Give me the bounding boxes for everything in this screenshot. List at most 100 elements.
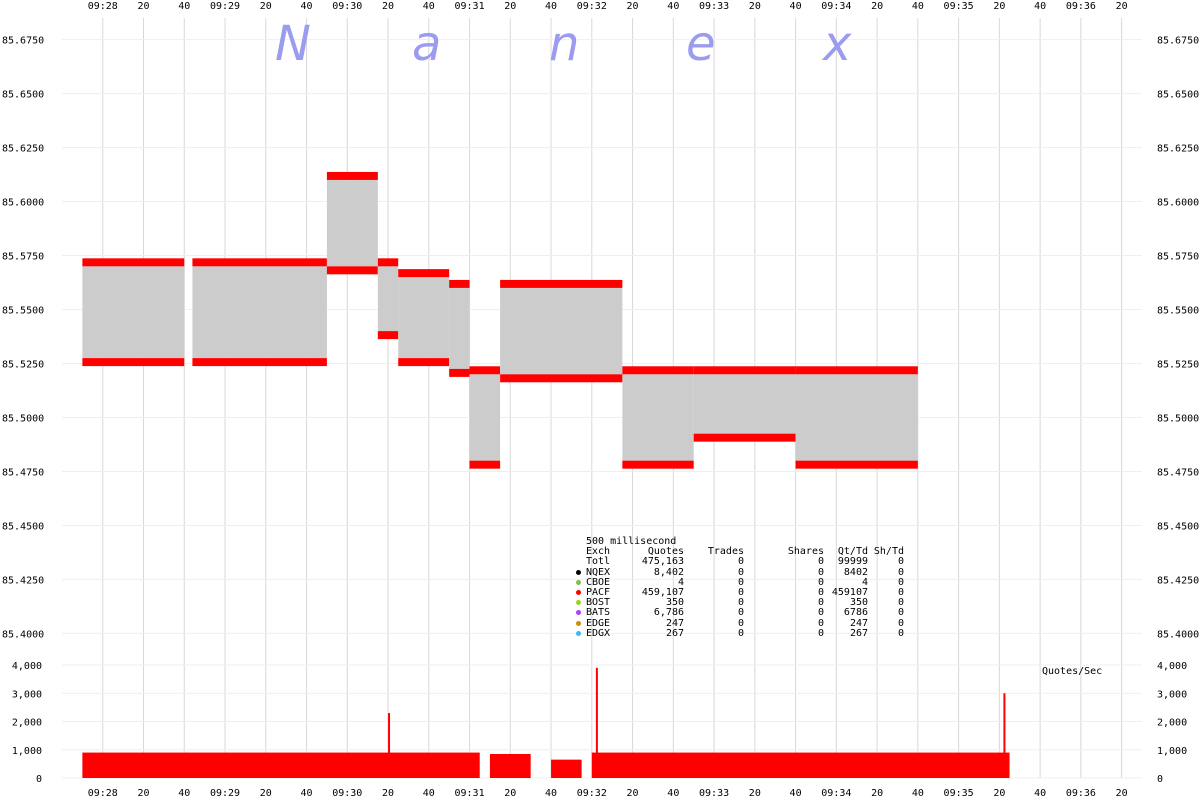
stats-cell-exch: BATS (586, 607, 611, 619)
bid-quote-band (398, 358, 450, 367)
price-tick-label-right: 85.6250 (1157, 144, 1199, 155)
time-tick-label-bottom: 09:36 (1066, 788, 1096, 799)
stats-row: EDGE 247 0 0 247 0 (576, 617, 904, 629)
bid-quote-band (192, 358, 327, 367)
time-tick-label-bottom: 09:29 (210, 788, 240, 799)
stats-cell-sh_td: 0 (897, 576, 904, 588)
stats-header: Sh/Td (873, 546, 904, 558)
ask-quote-band (449, 279, 470, 288)
watermark-letter: x (821, 16, 852, 72)
stats-cell-sh_td: 0 (897, 617, 904, 629)
rate-tick-label-left: 3,000 (12, 689, 42, 700)
time-tick-label-top: 20 (993, 1, 1005, 12)
time-tick-label-top: 20 (749, 1, 761, 12)
stats-cell-quotes: 8,402 (653, 566, 684, 578)
stats-cell-quotes: 459,107 (641, 586, 684, 598)
price-tick-label-left: 85.6250 (2, 144, 44, 155)
exchange-color-dot (576, 620, 581, 626)
bid-quote-band (693, 433, 796, 442)
price-tick-label-left: 85.6000 (2, 198, 44, 209)
ask-quote-band (494, 366, 501, 375)
bid-quote-band (377, 331, 399, 340)
stats-cell-qt_td: 247 (849, 617, 868, 629)
time-tick-label-top: 09:35 (944, 1, 974, 12)
stats-cell-shares: 0 (817, 627, 824, 639)
price-tick-label-left: 85.5250 (2, 359, 44, 370)
nbbo-spread (500, 287, 623, 375)
stats-row: Totl 475,163 0 0 99999 0 (586, 557, 904, 567)
rate-tick-label-left: 1,000 (12, 746, 42, 757)
stats-cell-shares: 0 (817, 597, 824, 609)
stats-cell-qt_td: 6786 (843, 607, 868, 619)
time-tick-label-bottom: 40 (1034, 788, 1046, 799)
time-tick-label-top: 40 (1034, 1, 1046, 12)
stats-cell-shares: 0 (817, 576, 824, 588)
stats-cell-shares: 0 (817, 556, 824, 568)
stats-cell-qt_td: 99999 (837, 556, 868, 568)
exchange-color-dot (576, 579, 581, 585)
time-tick-label-top: 20 (137, 1, 149, 12)
stats-cell-quotes: 267 (665, 627, 684, 639)
bid-quote-band (449, 368, 470, 377)
ask-quote-band (693, 366, 796, 375)
time-tick-label-bottom: 20 (504, 788, 516, 799)
price-tick-label-right: 85.5000 (1157, 413, 1199, 424)
stats-cell-qt_td: 8402 (843, 566, 868, 578)
watermark-letter: e (686, 16, 716, 72)
stats-row: NQEX 8,402 0 0 8402 0 (576, 566, 904, 578)
bid-quote-band (469, 460, 494, 469)
stats-cell-trades: 0 (737, 566, 744, 578)
price-tick-label-left: 85.4500 (2, 521, 44, 532)
bid-quote-band (622, 460, 694, 469)
stats-cell-shares: 0 (817, 586, 824, 598)
stats-cell-sh_td: 0 (897, 597, 904, 609)
time-tick-label-bottom: 40 (667, 788, 679, 799)
nbbo-spread (192, 266, 327, 359)
time-tick-label-top: 09:33 (699, 1, 729, 12)
stats-cell-exch: BOST (586, 597, 611, 609)
stats-cell-quotes: 350 (665, 597, 684, 609)
stats-cell-exch: NQEX (586, 566, 611, 578)
stats-cell-exch: EDGE (586, 617, 611, 629)
stats-table: 500 millisecond Exch Quotes Trades Share… (576, 536, 904, 639)
time-tick-label-bottom: 20 (137, 788, 149, 799)
time-tick-label-bottom: 20 (260, 788, 272, 799)
stats-cell-trades: 0 (737, 597, 744, 609)
price-tick-label-left: 85.6500 (2, 90, 44, 101)
nbbo-spread (469, 374, 494, 461)
time-tick-label-top: 09:32 (577, 1, 607, 12)
price-tick-label-right: 85.4000 (1157, 629, 1199, 640)
time-tick-label-top: 40 (301, 1, 313, 12)
rate-tick-label-left: 2,000 (12, 718, 42, 729)
stats-interval: 500 millisecond (586, 536, 677, 547)
nbbo-spread (377, 266, 399, 332)
time-tick-label-bottom: 09:34 (821, 788, 851, 799)
price-tick-label-right: 85.4250 (1157, 575, 1199, 586)
price-tick-label-right: 85.6500 (1157, 90, 1199, 101)
price-tick-label-right: 85.5500 (1157, 306, 1199, 317)
ask-quote-band (795, 366, 918, 375)
price-tick-label-right: 85.5250 (1157, 359, 1199, 370)
time-tick-label-bottom: 09:31 (454, 788, 484, 799)
stats-row: BATS 6,786 0 0 6786 0 (576, 607, 904, 619)
price-tick-label-left: 85.6750 (2, 36, 44, 47)
stats-cell-trades: 0 (737, 617, 744, 629)
time-tick-label-bottom: 20 (382, 788, 394, 799)
stats-cell-shares: 0 (817, 607, 824, 619)
stats-cell-trades: 0 (737, 607, 744, 619)
time-tick-label-bottom: 09:33 (699, 788, 729, 799)
bid-quote-band (500, 374, 623, 383)
stats-header-row: Exch Quotes Trades Shares Qt/Td Sh/Td (586, 546, 904, 558)
time-tick-label-bottom: 09:35 (944, 788, 974, 799)
time-tick-label-bottom: 09:32 (577, 788, 607, 799)
stats-header: Shares (787, 546, 824, 558)
stats-header: Trades (707, 546, 744, 558)
nbbo-spread (398, 277, 450, 359)
time-tick-label-bottom: 40 (790, 788, 802, 799)
quotes-per-sec-label: Quotes/Sec (1042, 666, 1103, 677)
stats-cell-quotes: 6,786 (653, 607, 684, 619)
quote-rate-bar (551, 759, 582, 778)
time-tick-label-top: 20 (627, 1, 639, 12)
